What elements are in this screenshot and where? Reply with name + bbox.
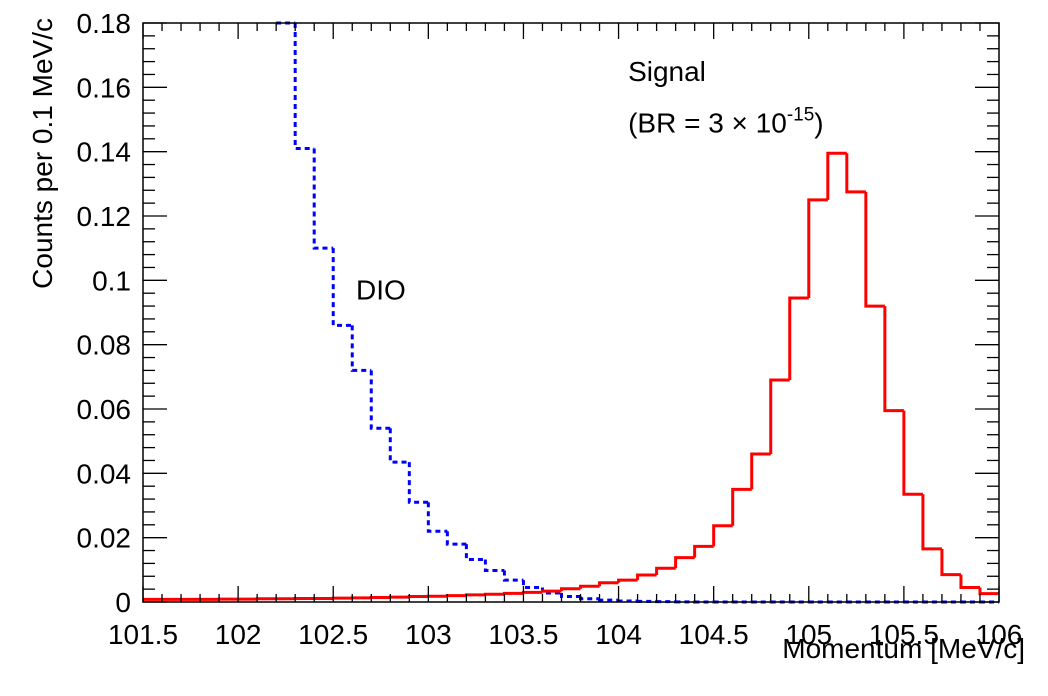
bin-dio	[600, 599, 619, 600]
bin-signal	[504, 593, 523, 594]
x-axis-label: Momentum [MeV/c]	[782, 633, 1025, 664]
bin-dio	[485, 560, 504, 571]
series-signal	[143, 153, 999, 599]
bin-dio	[409, 462, 428, 502]
bin-signal	[752, 454, 771, 489]
bin-dio	[428, 502, 447, 531]
bin-dio	[314, 148, 333, 248]
bin-signal	[466, 595, 485, 596]
y-tick-label: 0.16	[77, 72, 132, 103]
x-tick-label: 102	[215, 619, 262, 650]
bin-signal	[771, 380, 790, 454]
bin-signal	[866, 192, 885, 306]
bin-dio	[352, 325, 371, 370]
bin-signal	[638, 575, 657, 580]
bin-signal	[942, 549, 961, 575]
x-tick-label: 104.5	[679, 619, 749, 650]
bin-signal	[542, 591, 561, 592]
x-tick-label: 101.5	[108, 619, 178, 650]
bin-signal	[409, 597, 428, 598]
y-tick-label: 0.1	[92, 265, 131, 296]
bin-signal	[485, 594, 504, 595]
x-tick-label: 102.5	[298, 619, 368, 650]
bin-signal	[581, 586, 600, 589]
bin-dio	[619, 600, 638, 601]
x-tick-label: 104	[595, 619, 642, 650]
bin-signal	[619, 580, 638, 583]
bin-dio	[504, 570, 523, 580]
bin-signal	[733, 489, 752, 525]
axes-layer	[143, 23, 999, 602]
y-tick-label: 0.04	[77, 458, 132, 489]
x-tick-label: 103	[405, 619, 452, 650]
bin-signal	[523, 592, 542, 593]
bin-signal	[904, 411, 923, 495]
y-tick-label: 0	[115, 587, 131, 618]
y-tick-label: 0.14	[77, 137, 132, 168]
y-tick-label: 0.18	[77, 8, 132, 39]
x-tick-label: 103.5	[488, 619, 558, 650]
bin-signal	[447, 596, 466, 597]
bin-signal	[980, 588, 999, 594]
y-tick-label: 0.08	[77, 330, 132, 361]
annotation-signal: Signal	[628, 56, 706, 87]
bin-signal	[714, 526, 733, 547]
annotation-dio: DIO	[356, 275, 406, 306]
bin-signal	[790, 298, 809, 380]
bin-signal	[961, 575, 980, 588]
bin-dio	[447, 531, 466, 544]
bin-dio	[371, 370, 390, 428]
bin-signal	[923, 494, 942, 549]
bin-dio	[561, 593, 580, 597]
bin-dio	[523, 580, 542, 587]
bin-signal	[847, 153, 866, 192]
bin-signal	[809, 200, 828, 298]
series-layer	[143, 23, 999, 602]
plot-frame	[143, 23, 999, 602]
bin-dio	[466, 544, 485, 559]
bin-dio	[295, 23, 314, 148]
bin-signal	[657, 568, 676, 575]
bin-dio	[581, 597, 600, 599]
bin-dio	[390, 428, 409, 462]
bin-signal	[885, 306, 904, 411]
y-tick-label: 0.02	[77, 523, 132, 554]
bin-signal	[695, 546, 714, 557]
bin-signal	[828, 153, 847, 200]
y-axis-label: Counts per 0.1 MeV/c	[27, 18, 58, 289]
bin-dio	[333, 248, 352, 325]
y-tick-label: 0.12	[77, 201, 132, 232]
bin-signal	[600, 583, 619, 587]
y-tick-label: 0.06	[77, 394, 132, 425]
bin-signal	[561, 589, 580, 591]
annotation-branching-ratio: (BR = 3 × 10-15)	[628, 104, 824, 138]
bin-signal	[676, 558, 695, 569]
